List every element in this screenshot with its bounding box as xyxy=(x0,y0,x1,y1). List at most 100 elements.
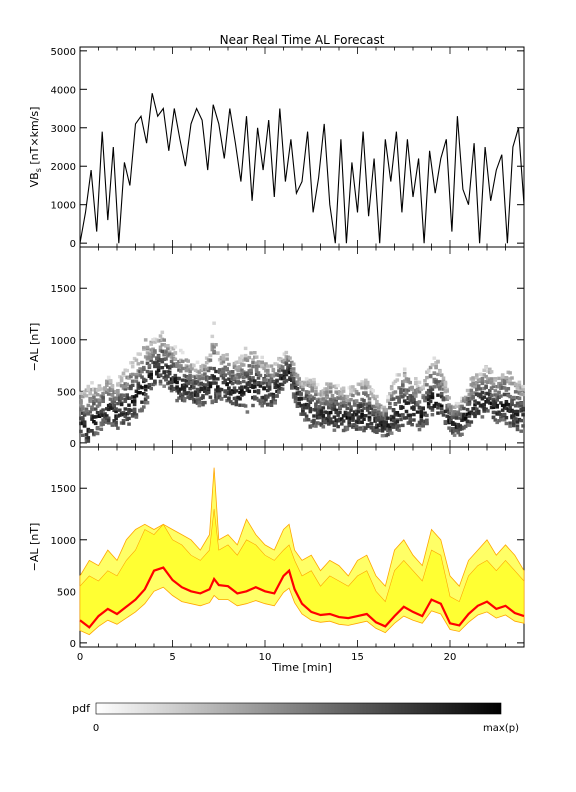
pdf-cell xyxy=(502,392,507,397)
pdf-cell xyxy=(260,395,264,400)
pdf-cell xyxy=(264,369,268,373)
pdf-cell xyxy=(203,388,207,392)
pdf-cell xyxy=(425,421,429,426)
pdf-cell xyxy=(417,405,422,410)
pdf-cell xyxy=(488,389,492,393)
pdf-cell xyxy=(408,380,412,385)
pdf-cell xyxy=(489,405,494,410)
pdf-cell xyxy=(482,395,486,399)
pdf-cell xyxy=(419,415,424,419)
pdf-cell xyxy=(351,418,355,422)
pdf-cell xyxy=(267,378,272,382)
pdf-cell xyxy=(347,421,351,425)
pdf-cell xyxy=(445,414,449,418)
pdf-cell xyxy=(186,395,190,399)
pdf-cell xyxy=(308,400,313,404)
pdf-cell xyxy=(290,368,294,372)
pdf-cell xyxy=(105,416,109,421)
pdf-cell xyxy=(208,358,213,362)
pdf-cell xyxy=(177,376,181,381)
pdf-cell xyxy=(143,338,148,342)
pdf-cell xyxy=(443,382,448,387)
pdf-cell xyxy=(90,399,94,403)
pdf-cell xyxy=(319,422,324,427)
pdf-cell xyxy=(142,367,146,371)
pdf-cell xyxy=(208,382,213,386)
pdf-cell xyxy=(264,398,268,402)
pdf-cell xyxy=(456,402,461,406)
pdf-cell xyxy=(149,348,153,352)
pdf-cell xyxy=(338,418,342,422)
pdf-cell xyxy=(97,387,102,392)
pdf-cell xyxy=(282,358,287,362)
pdf-cell xyxy=(410,386,414,390)
pdf-cell xyxy=(286,365,290,370)
pdf-cell xyxy=(249,383,253,387)
pdf-cell xyxy=(291,381,296,385)
pdf-cell xyxy=(101,396,105,400)
pdf-cell xyxy=(425,375,429,380)
pdf-cell xyxy=(147,352,152,356)
pdf-cell xyxy=(208,395,213,399)
pdf-cell xyxy=(123,407,128,411)
pdf-cell xyxy=(495,393,499,398)
pdf-cell xyxy=(426,369,431,373)
pdf-cell xyxy=(275,379,279,383)
pdf-cell xyxy=(82,421,87,425)
pdf-cell xyxy=(408,394,412,398)
pdf-cell xyxy=(277,369,281,373)
pdf-cell xyxy=(127,386,131,390)
pdf-cell xyxy=(484,380,488,384)
pdf-cell xyxy=(430,408,435,412)
pdf-cell xyxy=(314,385,318,389)
pdf-cell xyxy=(258,401,263,406)
pdf-cell xyxy=(238,390,242,395)
pdf-cell xyxy=(290,383,294,387)
pdf-cell xyxy=(360,403,364,408)
pdf-cell xyxy=(79,421,83,426)
pdf-cell xyxy=(221,376,226,380)
pdf-cell xyxy=(375,399,379,404)
pdf-cell xyxy=(332,423,337,428)
pdf-cell xyxy=(310,389,314,393)
pdf-cell xyxy=(204,383,209,387)
pdf-cell xyxy=(260,363,264,367)
pdf-cell xyxy=(410,406,414,410)
pdf-cell xyxy=(495,420,499,425)
pdf-cell xyxy=(408,395,412,400)
pdf-cell xyxy=(395,420,400,424)
pdf-cell xyxy=(421,385,425,389)
pdf-cell xyxy=(278,387,283,391)
pdf-cell xyxy=(249,368,253,372)
pdf-cell xyxy=(425,413,429,418)
pdf-cell xyxy=(301,410,305,414)
pdf-cell xyxy=(321,397,326,401)
x-axis-label: Time [min] xyxy=(271,661,332,674)
pdf-cell xyxy=(306,380,311,384)
pdf-cell xyxy=(317,406,322,411)
pdf-cell xyxy=(186,381,190,386)
pdf-cell xyxy=(179,387,183,391)
pdf-cell xyxy=(456,431,461,435)
pdf-cell xyxy=(138,373,142,378)
pdf-cell xyxy=(504,421,509,426)
pdf-cell xyxy=(256,360,261,364)
pdf-cell xyxy=(515,424,520,428)
pdf-cell xyxy=(508,381,512,386)
pdf-cell xyxy=(293,384,298,388)
pdf-cell xyxy=(402,367,407,371)
pdf-cell xyxy=(382,420,387,424)
pdf-cell xyxy=(447,410,451,414)
pdf-cell xyxy=(121,419,126,423)
pdf-cell xyxy=(401,423,405,428)
pdf-cell xyxy=(314,405,318,409)
pdf-cell xyxy=(317,415,322,420)
pdf-cell xyxy=(88,392,92,396)
pdf-cell xyxy=(473,385,477,389)
pdf-cell xyxy=(517,396,522,401)
pdf-cell xyxy=(410,423,414,427)
pdf-cell xyxy=(212,321,216,325)
pdf-cell xyxy=(79,407,83,412)
pdf-cell xyxy=(101,418,105,422)
pdf-cell xyxy=(441,379,446,384)
